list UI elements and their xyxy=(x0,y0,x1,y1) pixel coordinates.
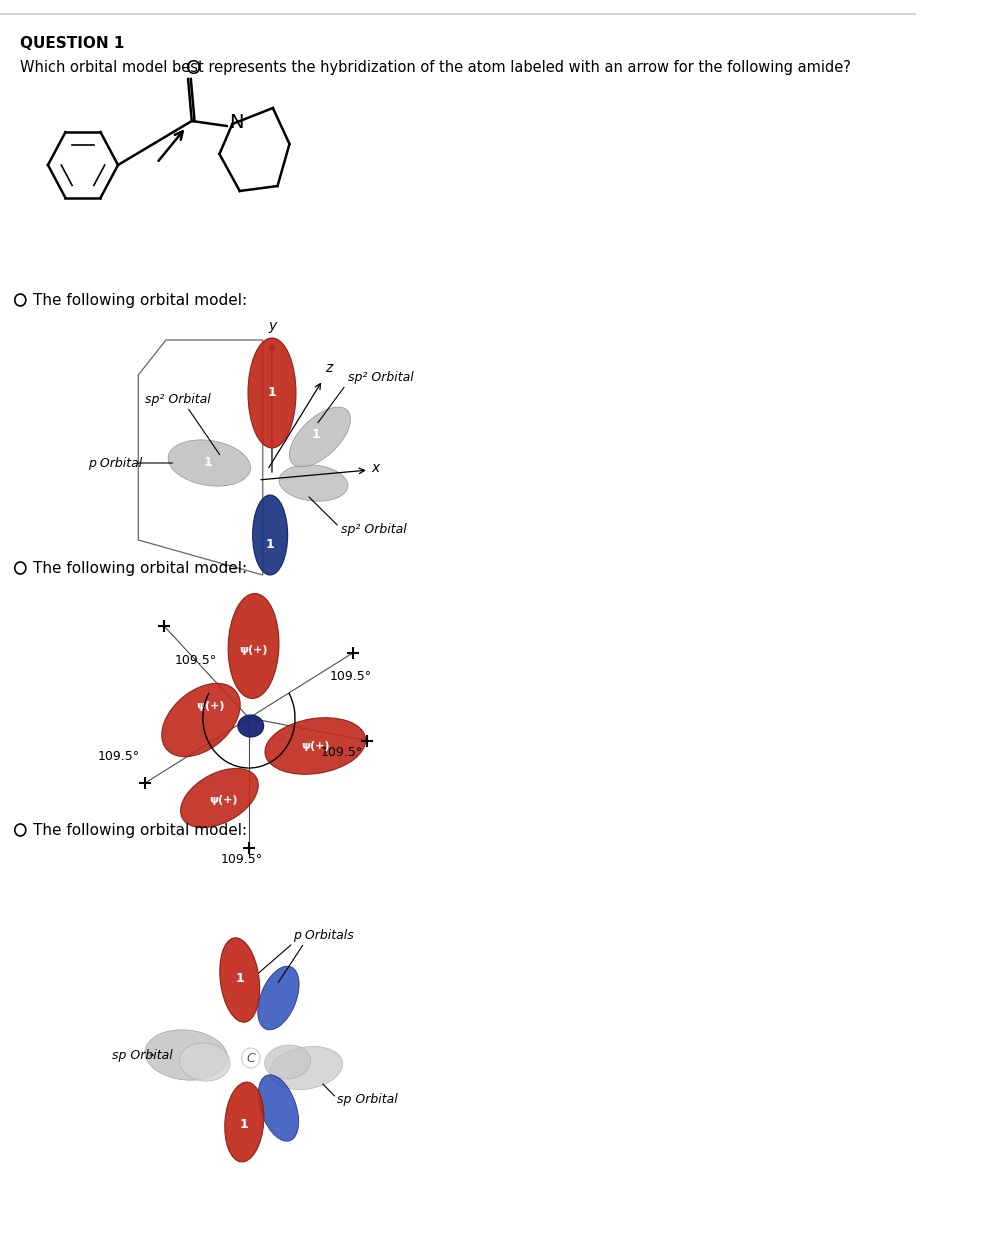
Ellipse shape xyxy=(162,684,241,756)
Text: 1: 1 xyxy=(312,428,321,442)
Ellipse shape xyxy=(257,966,299,1030)
Text: 109.5°: 109.5° xyxy=(98,749,140,763)
Text: ψ(+): ψ(+) xyxy=(196,701,225,711)
Ellipse shape xyxy=(181,769,258,828)
Ellipse shape xyxy=(220,938,259,1022)
Text: sp² Orbital: sp² Orbital xyxy=(145,394,211,406)
Text: sp² Orbital: sp² Orbital xyxy=(348,370,414,384)
Text: 1: 1 xyxy=(240,1118,248,1130)
Text: 109.5°: 109.5° xyxy=(174,654,217,666)
Ellipse shape xyxy=(229,594,279,698)
Text: 109.5°: 109.5° xyxy=(221,853,262,866)
Text: 109.5°: 109.5° xyxy=(321,747,363,759)
Ellipse shape xyxy=(252,495,287,575)
Text: ψ(+): ψ(+) xyxy=(209,795,238,805)
Text: p Orbital: p Orbital xyxy=(87,457,142,469)
Ellipse shape xyxy=(225,1082,263,1162)
Ellipse shape xyxy=(279,465,348,501)
Circle shape xyxy=(242,1048,260,1067)
Text: 109.5°: 109.5° xyxy=(330,670,372,682)
Ellipse shape xyxy=(269,1046,343,1090)
Text: O: O xyxy=(186,59,202,79)
Text: ψ(+): ψ(+) xyxy=(301,740,330,752)
Text: The following orbital model:: The following orbital model: xyxy=(33,823,248,838)
Ellipse shape xyxy=(264,1045,311,1079)
Ellipse shape xyxy=(145,1030,228,1080)
Text: ψ(+): ψ(+) xyxy=(240,645,267,655)
Text: Which orbital model best represents the hybridization of the atom labeled with a: Which orbital model best represents the … xyxy=(20,60,851,75)
Text: sp² Orbital: sp² Orbital xyxy=(341,523,407,537)
Text: x: x xyxy=(372,462,380,475)
Ellipse shape xyxy=(289,407,351,466)
Ellipse shape xyxy=(265,718,366,774)
Ellipse shape xyxy=(179,1043,230,1081)
Text: y: y xyxy=(267,320,276,333)
Text: The following orbital model:: The following orbital model: xyxy=(33,560,248,575)
Text: 1: 1 xyxy=(203,457,212,469)
Text: 1: 1 xyxy=(267,386,276,400)
Ellipse shape xyxy=(248,338,296,448)
Text: 1: 1 xyxy=(236,971,245,985)
Text: p Orbitals: p Orbitals xyxy=(293,928,354,942)
Ellipse shape xyxy=(168,439,250,486)
Text: N: N xyxy=(230,112,245,132)
Text: z: z xyxy=(325,362,333,375)
Text: sp Orbital: sp Orbital xyxy=(337,1093,398,1107)
Ellipse shape xyxy=(258,1075,298,1141)
Text: C: C xyxy=(247,1051,255,1065)
Text: 1: 1 xyxy=(265,538,274,552)
Text: QUESTION 1: QUESTION 1 xyxy=(20,36,124,51)
Text: The following orbital model:: The following orbital model: xyxy=(33,292,248,307)
Ellipse shape xyxy=(238,714,263,737)
Text: sp Orbital: sp Orbital xyxy=(112,1049,173,1061)
